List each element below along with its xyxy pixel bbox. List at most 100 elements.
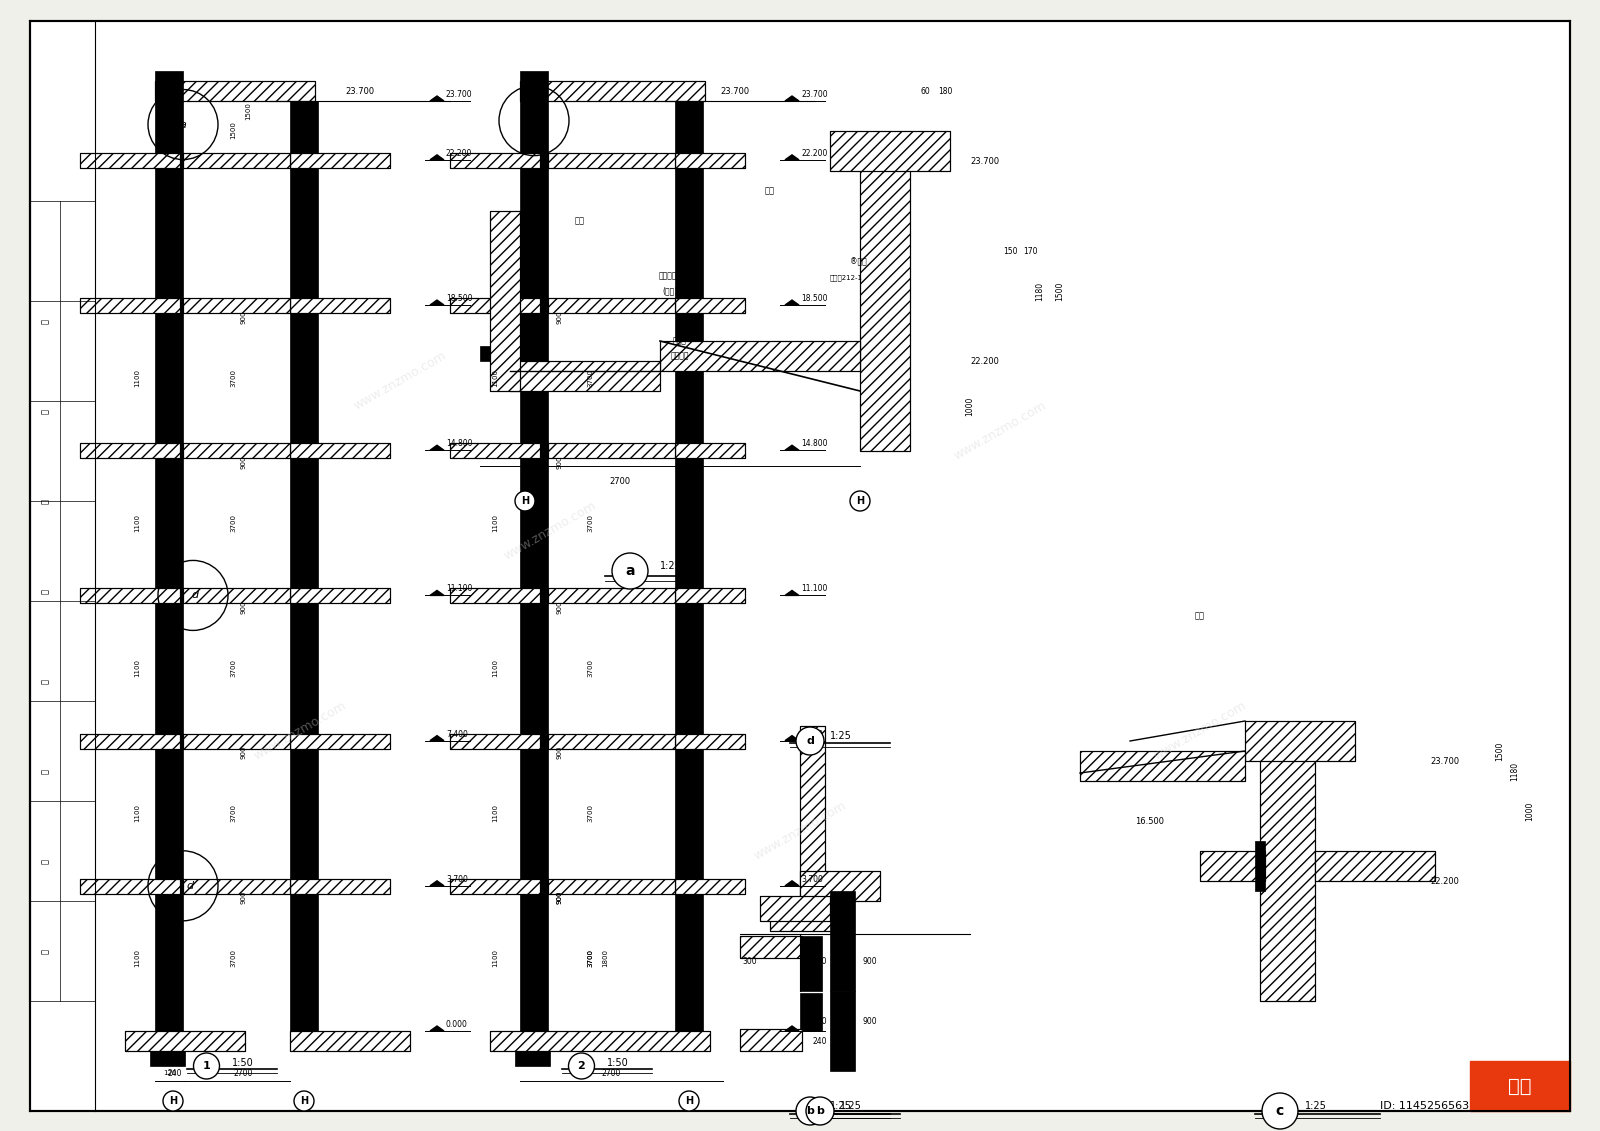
Text: 14.800: 14.800: [802, 439, 827, 448]
Bar: [490, 211, 520, 391]
Bar: [1080, 751, 1245, 782]
Text: ®敌水: ®敌水: [850, 258, 867, 267]
Bar: [182, 734, 290, 749]
Text: 3.700: 3.700: [446, 874, 467, 883]
Bar: [290, 153, 390, 167]
Bar: [80, 443, 179, 458]
Circle shape: [163, 1091, 182, 1111]
Bar: [515, 1051, 550, 1067]
Bar: [290, 299, 390, 313]
Bar: [520, 101, 547, 1031]
Text: www.znzmo.com: www.znzmo.com: [352, 349, 448, 413]
Bar: [1245, 720, 1355, 761]
Polygon shape: [430, 155, 445, 159]
Bar: [450, 588, 541, 604]
Bar: [80, 299, 179, 313]
Circle shape: [1262, 1093, 1298, 1129]
Bar: [80, 299, 179, 313]
Bar: [182, 588, 290, 604]
Bar: [290, 443, 390, 458]
Bar: [547, 299, 675, 313]
Text: 23.700: 23.700: [446, 90, 472, 100]
Polygon shape: [786, 881, 798, 886]
Bar: [80, 153, 179, 167]
Bar: [155, 101, 182, 1031]
Bar: [150, 1051, 186, 1067]
Text: 1000: 1000: [965, 396, 974, 416]
Text: 180: 180: [938, 86, 952, 95]
Text: 钢筋水: 钢筋水: [674, 337, 686, 345]
Text: d: d: [806, 736, 814, 746]
Text: 900: 900: [862, 957, 877, 966]
Bar: [675, 879, 746, 893]
Text: 3700: 3700: [587, 369, 594, 387]
Text: 0.000: 0.000: [446, 1020, 467, 1029]
Polygon shape: [430, 446, 445, 450]
Text: 900: 900: [240, 456, 246, 468]
Text: 900: 900: [557, 456, 563, 468]
Bar: [182, 879, 290, 893]
Bar: [490, 1031, 710, 1051]
Bar: [547, 443, 675, 458]
Text: 16.500: 16.500: [1136, 817, 1165, 826]
Bar: [182, 443, 290, 458]
Text: 900: 900: [862, 1017, 877, 1026]
Text: ID: 1145256563: ID: 1145256563: [1379, 1100, 1469, 1111]
Bar: [80, 734, 179, 749]
Text: 3700: 3700: [587, 513, 594, 532]
Text: 22.200: 22.200: [1430, 877, 1459, 886]
Text: H: H: [856, 497, 864, 506]
Circle shape: [194, 1053, 219, 1079]
Bar: [547, 153, 675, 167]
Bar: [800, 726, 826, 906]
Text: 地: 地: [40, 858, 50, 863]
Text: 1:50: 1:50: [232, 1057, 253, 1068]
Polygon shape: [430, 590, 445, 595]
Text: 23.700: 23.700: [1430, 757, 1459, 766]
Text: 900: 900: [557, 891, 563, 905]
Bar: [547, 879, 675, 893]
Bar: [182, 153, 290, 167]
Bar: [80, 153, 179, 167]
Bar: [800, 871, 880, 901]
Bar: [760, 896, 830, 921]
Text: 岗: 岗: [40, 679, 50, 683]
Bar: [675, 734, 746, 749]
Bar: [830, 991, 854, 1071]
Text: 60: 60: [920, 86, 930, 95]
Bar: [480, 346, 490, 361]
Bar: [182, 734, 290, 749]
Text: 1180: 1180: [1035, 282, 1045, 301]
Text: 22.200: 22.200: [970, 356, 998, 365]
Text: 170: 170: [1022, 247, 1037, 256]
Bar: [770, 906, 850, 931]
Text: www.znzmo.com: www.znzmo.com: [1152, 699, 1248, 762]
Bar: [547, 299, 675, 313]
Circle shape: [806, 1097, 834, 1125]
Bar: [80, 879, 179, 893]
Text: 23.700: 23.700: [720, 87, 749, 96]
Text: 18.500: 18.500: [802, 294, 827, 303]
Bar: [125, 1031, 245, 1051]
Text: 240: 240: [813, 957, 827, 966]
Text: 1500: 1500: [1496, 741, 1504, 761]
Text: d: d: [187, 881, 194, 891]
Bar: [547, 588, 675, 604]
Bar: [675, 153, 746, 167]
Bar: [290, 734, 390, 749]
Bar: [675, 443, 746, 458]
Bar: [861, 152, 910, 451]
Bar: [450, 879, 541, 893]
Bar: [675, 588, 746, 604]
Bar: [800, 936, 822, 991]
Bar: [450, 299, 541, 313]
Bar: [182, 153, 290, 167]
Bar: [1200, 851, 1266, 881]
Text: 3700: 3700: [230, 513, 237, 532]
Text: 2700: 2700: [234, 1069, 253, 1078]
Text: e: e: [531, 115, 538, 126]
Bar: [450, 443, 541, 458]
Text: 1: 1: [203, 1061, 210, 1071]
Circle shape: [797, 727, 824, 756]
Bar: [1200, 851, 1266, 881]
